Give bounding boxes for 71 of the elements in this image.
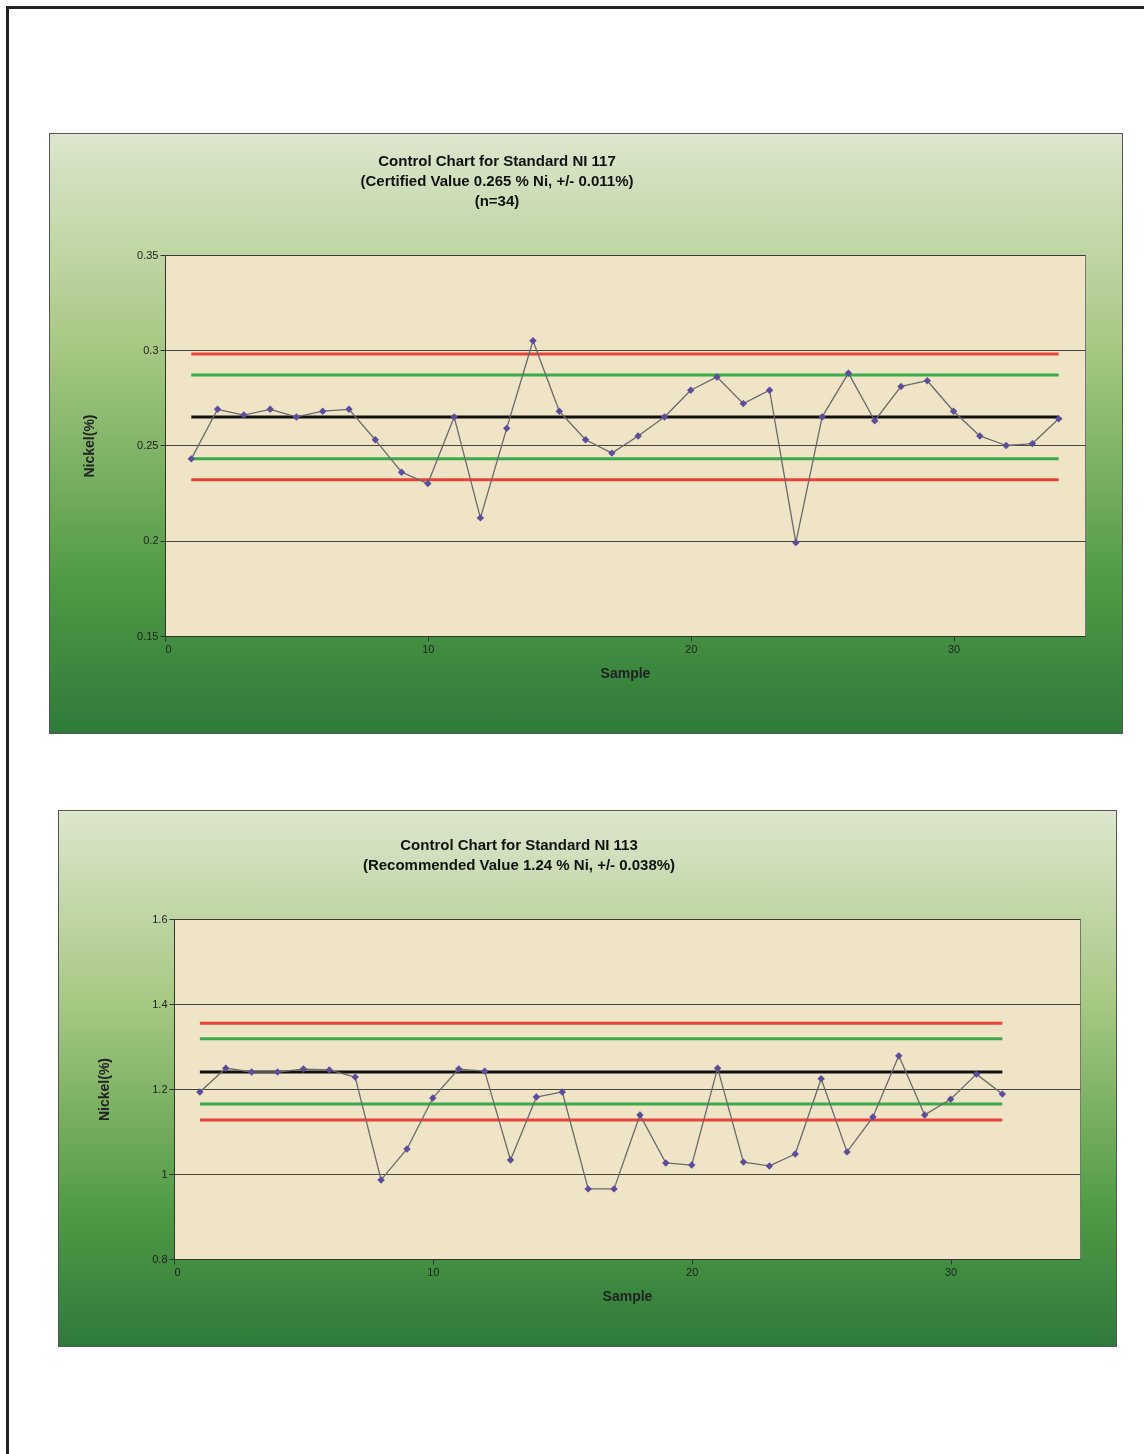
point [424,479,432,488]
y-tick-label: 0.8 [152,1252,168,1265]
chart-title: Control Chart for Standard NI 113 (Recommended Value 1.24 % Ni, +/- 0.038%) [362,836,676,873]
chart-title: Control Chart for Standard NI 117 (Certified Value 0.265 % Ni, +/- 0.011%) (n=34) [360,152,634,209]
point [529,337,537,345]
y-tick-label: 1.6 [152,912,168,925]
point [923,377,931,385]
point [222,1064,230,1072]
x-tick-label: 20 [685,642,698,655]
point [480,1067,489,1075]
x-tick-label: 10 [427,1265,440,1278]
point [555,407,563,415]
point [713,1064,722,1072]
y-tick-label: 0.35 [137,248,159,261]
point [920,1111,929,1119]
point [765,1162,774,1170]
x-tick-label: 10 [422,642,435,655]
point [581,436,590,444]
point [739,399,747,408]
point [660,413,669,421]
point [844,369,853,377]
point [213,405,222,414]
point [584,1185,592,1193]
point [895,1052,903,1060]
y-axis-title: Nickel(%) [96,1057,113,1122]
y-tick-label: 1 [161,1167,168,1180]
point [397,468,406,476]
point [739,1158,748,1166]
y-axis-title: Nickel(%) [81,414,98,478]
point [371,436,379,444]
point [325,1066,334,1074]
x-tick-label: 0 [165,642,172,655]
point [687,386,695,394]
point [688,1161,696,1169]
point [946,1095,955,1103]
point [1002,441,1010,450]
point [273,1068,282,1076]
point [247,1068,256,1076]
y-tick-label: 0.3 [143,343,159,356]
point [506,1156,515,1164]
y-tick-label: 0.2 [143,534,159,547]
x-tick-label: 0 [174,1265,181,1278]
x-tick-label: 30 [947,642,961,655]
point [972,1070,981,1078]
point [319,407,327,415]
point [266,405,274,414]
point [503,424,511,433]
point [765,386,774,394]
x-tick-label: 30 [944,1265,958,1278]
point [292,413,301,421]
point [897,382,905,391]
point [1028,439,1037,448]
point [345,405,353,414]
point [532,1093,541,1101]
y-tick-label: 1.2 [152,1082,168,1095]
x-axis-title: Sample [602,1287,653,1304]
point [558,1088,566,1096]
x-tick-label: 20 [686,1265,699,1278]
point [187,455,195,463]
point [998,1090,1007,1098]
point [299,1065,308,1073]
point [476,514,485,522]
point [1055,415,1063,423]
point [949,407,958,415]
point [817,1075,825,1083]
y-tick-label: 1.4 [152,997,168,1010]
y-tick-label: 0.25 [137,439,159,451]
point [871,417,879,425]
x-axis-title: Sample [600,664,651,681]
point [792,538,800,547]
y-tick-label: 0.15 [137,629,159,642]
